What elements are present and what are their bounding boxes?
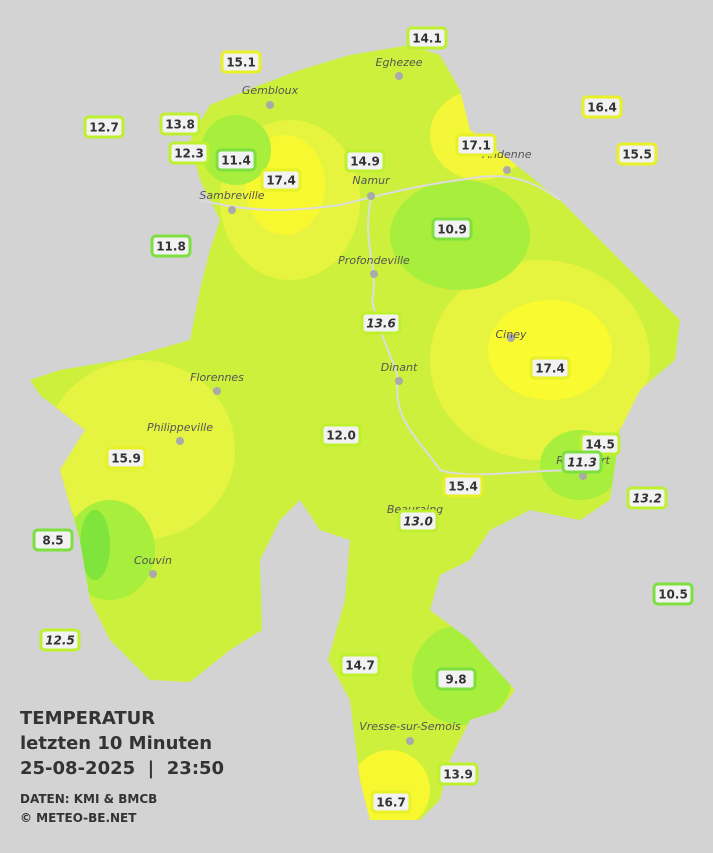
station-value: 14.1 (412, 32, 442, 46)
station-box (215, 148, 257, 172)
station-value: 10.9 (437, 223, 467, 237)
cool-zone (65, 500, 155, 600)
station-box (581, 95, 623, 119)
city-name: Eghezee (376, 56, 423, 69)
city-name: Florennes (190, 371, 244, 384)
city-dot (579, 472, 587, 480)
city-dot (503, 166, 511, 174)
station-value: 14.9 (350, 155, 380, 169)
station-value: 15.5 (622, 148, 652, 162)
station-value: 15.4 (448, 480, 478, 494)
city-name: Vresse-sur-Semois (359, 720, 461, 733)
city-name: Philippeville (147, 421, 213, 434)
labels: EghezeeGemblouxAndenneNamurSambrevillePr… (32, 26, 694, 814)
cold-zone (80, 510, 110, 580)
station-box (220, 50, 262, 74)
station-box (442, 474, 484, 498)
city-name: Profondeville (338, 254, 410, 267)
city-name: Namur (352, 174, 391, 187)
city-dot (176, 437, 184, 445)
city-dot (228, 206, 236, 214)
subtitle: letzten 10 Minuten (20, 733, 212, 754)
city-dot (395, 377, 403, 385)
station-value: 13.2 (632, 492, 662, 506)
station-box (626, 486, 668, 510)
station-value: 11.4 (221, 154, 251, 168)
station-box (360, 311, 402, 335)
station-box (652, 582, 694, 606)
station-value: 15.1 (226, 56, 256, 70)
station-value: 11.3 (567, 456, 597, 470)
station-box (561, 450, 603, 474)
station-value: 12.3 (174, 147, 204, 161)
station-value: 13.6 (366, 317, 396, 331)
city-dot (213, 387, 221, 395)
copyright: © METEO-BE.NET (20, 811, 137, 825)
city-name: Gembloux (242, 84, 299, 97)
station-box (437, 762, 479, 786)
station-box (435, 667, 477, 691)
station-value: 10.5 (658, 588, 688, 602)
station-box (344, 149, 386, 173)
station-box (159, 112, 201, 136)
station-value: 15.9 (111, 452, 141, 466)
station-box (32, 528, 74, 552)
station-value: 13.9 (443, 768, 473, 782)
data-source: DATEN: KMI & BMCB (20, 792, 157, 806)
station-box (370, 790, 412, 814)
station-box (83, 115, 125, 139)
city-dot (370, 270, 378, 278)
station-box (455, 133, 497, 157)
station-value: 16.7 (376, 796, 406, 810)
hot-zone (488, 300, 612, 400)
station-box (39, 628, 81, 652)
station-box (406, 26, 448, 50)
station-value: 13.8 (165, 118, 195, 132)
city-dot (507, 334, 515, 342)
city-dot (367, 192, 375, 200)
city-dot (266, 101, 274, 109)
city-name: Couvin (134, 554, 172, 567)
title: TEMPERATUR (20, 708, 155, 729)
station-value: 17.4 (535, 362, 565, 376)
station-value: 13.0 (403, 515, 433, 529)
city-dot (149, 570, 157, 578)
station-box (397, 509, 439, 533)
station-value: 11.8 (156, 240, 186, 254)
station-box (105, 446, 147, 470)
station-value: 12.0 (326, 429, 356, 443)
station-box (150, 234, 192, 258)
station-value: 12.7 (89, 121, 119, 135)
station-value: 16.4 (587, 101, 617, 115)
station-box (616, 142, 658, 166)
timestamp: 25-08-2025 | 23:50 (20, 758, 224, 779)
city-dot (406, 737, 414, 745)
station-box (529, 356, 571, 380)
station-box (168, 141, 210, 165)
station-value: 9.8 (445, 673, 466, 687)
station-box (339, 653, 381, 677)
station-box (260, 168, 302, 192)
station-box (431, 217, 473, 241)
city-name: Dinant (381, 361, 418, 374)
station-value: 14.7 (345, 659, 375, 673)
station-value: 12.5 (45, 634, 75, 648)
city-name: Sambreville (199, 189, 264, 202)
station-box (320, 423, 362, 447)
station-value: 14.5 (585, 438, 615, 452)
station-value: 17.4 (266, 174, 296, 188)
station-value: 17.1 (461, 139, 491, 153)
city-name: Ciney (496, 328, 527, 341)
station-value: 8.5 (42, 534, 63, 548)
city-dot (395, 72, 403, 80)
hot-zone (350, 750, 430, 820)
